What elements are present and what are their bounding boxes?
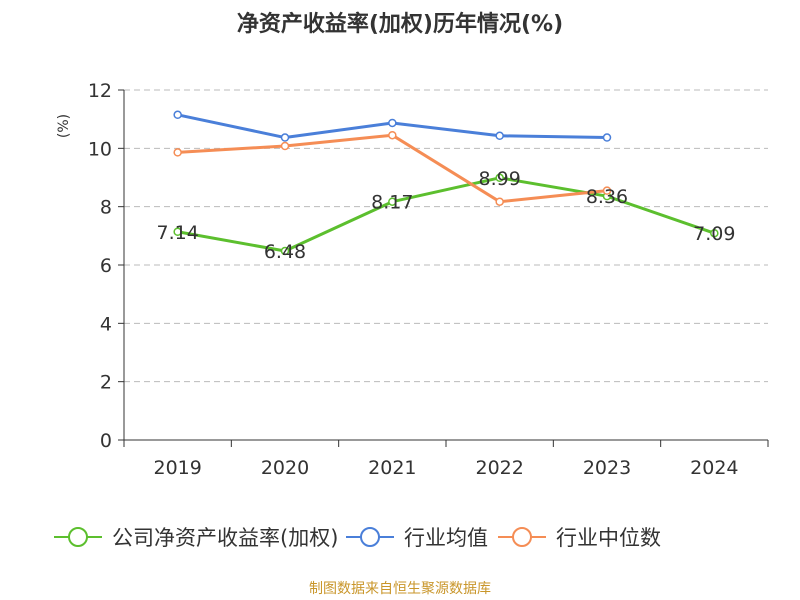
data-point <box>388 197 397 206</box>
data-point <box>495 173 504 183</box>
legend-item: 行业均值 <box>346 526 488 550</box>
x-tick-label: 2019 <box>153 457 201 479</box>
data-point <box>388 118 397 128</box>
gridlines <box>124 89 768 383</box>
y-tick-label: 2 <box>100 372 112 394</box>
y-tick-label: 6 <box>100 255 112 277</box>
data-point <box>280 246 290 256</box>
data-point <box>495 131 504 141</box>
axes: 0 2 4 6 8 10 12 2019 2020 2021 2022 2023 2024 <box>88 80 769 479</box>
data-point <box>173 148 182 157</box>
data-point <box>173 110 182 120</box>
x-tick-label: 2024 <box>690 457 738 479</box>
legend-item: 公司净资产收益率(加权) <box>54 526 338 550</box>
x-tick-label: 2021 <box>368 457 416 479</box>
legend-label: 行业均值 <box>404 526 488 550</box>
y-tick-label: 0 <box>100 430 112 452</box>
x-tick-label: 2020 <box>261 457 309 479</box>
y-axis-label: (%) <box>56 114 72 138</box>
data-point <box>173 227 182 236</box>
y-tick-label: 12 <box>88 80 112 102</box>
source-note: 制图数据来自恒生聚源数据库 <box>309 581 491 597</box>
data-point <box>495 197 504 206</box>
data-point <box>388 130 397 140</box>
y-tick-label: 8 <box>100 197 112 219</box>
x-tick-label: 2022 <box>475 457 523 479</box>
data-label: 8.99 <box>479 168 521 190</box>
y-tick-label: 4 <box>100 313 112 335</box>
legend: 公司净资产收益率(加权) 行业均值 行业中位数 <box>54 526 661 550</box>
series <box>173 110 719 256</box>
chart-title: 净资产收益率(加权)历年情况(%) <box>236 12 564 37</box>
legend-marker <box>360 527 380 547</box>
data-labels: 7.14 6.48 8.17 8.99 8.36 7.09 <box>157 168 736 263</box>
x-tick-label: 2023 <box>583 457 631 479</box>
data-point <box>710 228 719 238</box>
data-label: 6.48 <box>264 241 306 263</box>
legend-item: 行业中位数 <box>498 526 661 550</box>
legend-label: 行业中位数 <box>556 526 661 550</box>
data-point <box>602 133 612 142</box>
data-label: 8.36 <box>586 186 628 208</box>
legend-marker <box>68 527 88 547</box>
y-tick-label: 10 <box>88 138 112 160</box>
legend-label: 公司净资产收益率(加权) <box>112 526 338 550</box>
data-label: 8.17 <box>371 192 413 214</box>
series-line <box>177 176 715 253</box>
data-label: 7.14 <box>157 222 199 244</box>
legend-marker <box>512 527 532 547</box>
data-point <box>602 186 612 195</box>
data-label: 7.09 <box>693 223 735 245</box>
data-point <box>280 141 290 151</box>
data-point <box>280 133 290 142</box>
